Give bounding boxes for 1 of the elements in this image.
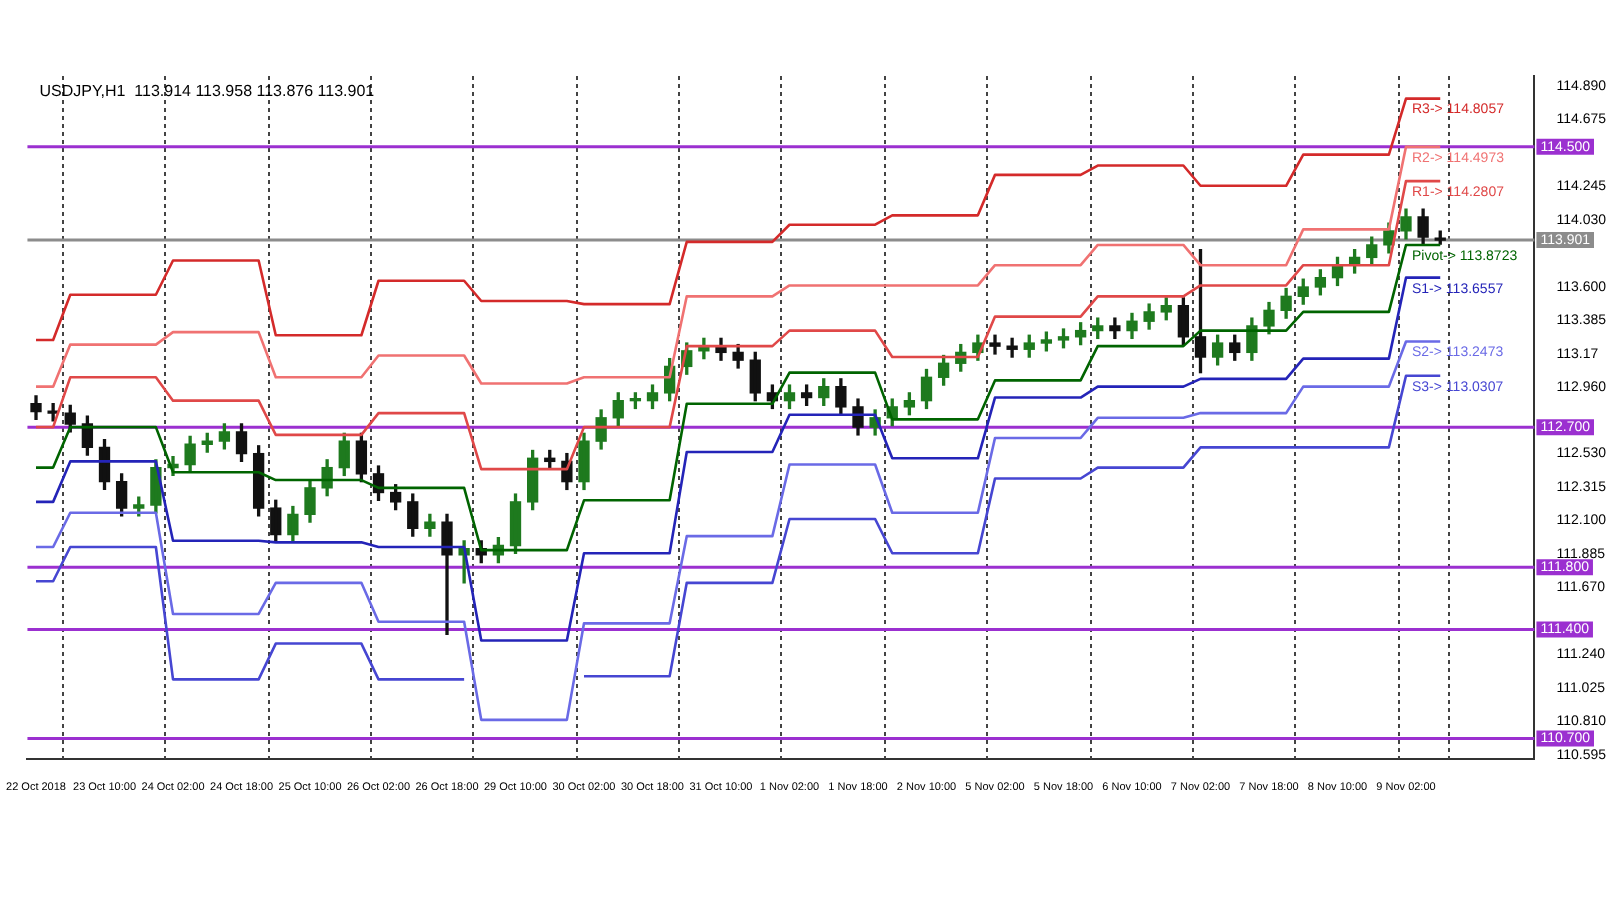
chart-title: USDJPY,H1 113.914 113.958 113.876 113.901 <box>39 82 376 100</box>
